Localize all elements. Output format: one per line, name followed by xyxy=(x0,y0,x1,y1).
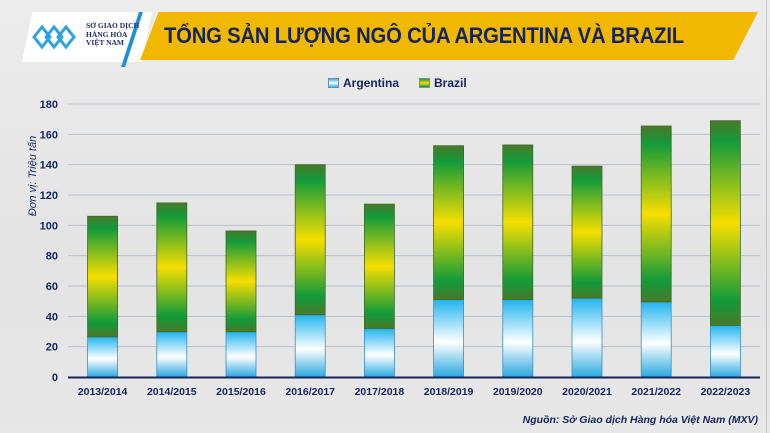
legend: Argentina Brazil xyxy=(328,76,467,90)
x-tick-label: 2014/2015 xyxy=(147,386,197,398)
x-tick-label: 2013/2014 xyxy=(78,386,128,398)
source-note: Nguồn: Sở Giao dịch Hàng hóa Việt Nam (M… xyxy=(522,414,758,426)
y-tick-label: 40 xyxy=(46,311,58,323)
x-tick-label: 2020/2021 xyxy=(562,386,612,398)
logo-line-3: VIỆT NAM xyxy=(86,38,124,47)
bar-argentina-2013-2014 xyxy=(87,336,118,378)
chart-title: TỔNG SẢN LƯỢNG NGÔ CỦA ARGENTINA VÀ BRAZ… xyxy=(164,23,684,48)
logo-line-2: HÀNG HÓA xyxy=(86,29,128,39)
bar-argentina-2014-2015 xyxy=(156,331,188,378)
legend-item-argentina: Argentina xyxy=(328,76,399,90)
bar-brazil-2017-2018 xyxy=(363,203,395,329)
y-tick-label: 180 xyxy=(40,99,58,111)
x-tick-label: 2018/2019 xyxy=(424,386,474,398)
legend-label-argentina: Argentina xyxy=(343,76,400,90)
bar-brazil-2013-2014 xyxy=(87,215,118,338)
y-tick-label: 140 xyxy=(40,160,58,172)
bar-argentina-2015-2016 xyxy=(225,331,257,378)
legend-swatch-argentina xyxy=(328,78,339,88)
bar-brazil-2019-2020 xyxy=(502,144,534,301)
y-tick-label: 120 xyxy=(40,190,58,202)
legend-item-brazil: Brazil xyxy=(419,76,467,90)
x-tick-label: 2017/2018 xyxy=(355,386,405,398)
y-tick-label: 80 xyxy=(46,251,58,263)
y-tick-label: 160 xyxy=(40,129,58,141)
y-tick-label: 0 xyxy=(52,372,58,384)
y-tick-label: 60 xyxy=(46,281,58,293)
bar-argentina-2021-2022 xyxy=(640,301,672,378)
bar-brazil-2022-2023 xyxy=(710,120,741,326)
bar-brazil-2016-2017 xyxy=(294,164,326,316)
bar-argentina-2018-2019 xyxy=(433,299,465,378)
bar-brazil-2014-2015 xyxy=(156,202,188,333)
logo-text: SỞ GIAO DỊCH HÀNG HÓA VIỆT NAM xyxy=(86,21,140,48)
bar-brazil-2021-2022 xyxy=(640,125,672,303)
bar-brazil-2015-2016 xyxy=(225,230,257,333)
title-band xyxy=(140,12,758,60)
bar-argentina-2017-2018 xyxy=(363,328,395,378)
legend-swatch-brazil xyxy=(419,78,431,88)
bar-argentina-2019-2020 xyxy=(502,299,534,378)
bar-argentina-2022-2023 xyxy=(710,325,741,378)
x-tick-label: 2019/2020 xyxy=(493,386,543,398)
bar-argentina-2016-2017 xyxy=(294,314,326,378)
y-tick-label: 20 xyxy=(46,342,58,354)
x-tick-label: 2021/2022 xyxy=(631,386,681,398)
bar-argentina-2020-2021 xyxy=(571,297,603,378)
y-tick-label: 100 xyxy=(40,220,58,232)
x-tick-label: 2016/2017 xyxy=(285,386,335,398)
legend-label-brazil: Brazil xyxy=(434,76,467,90)
bar-brazil-2020-2021 xyxy=(571,165,603,299)
bar-brazil-2018-2019 xyxy=(433,145,465,301)
x-tick-label: 2022/2023 xyxy=(701,386,751,398)
logo-line-1: SỞ GIAO DỊCH xyxy=(86,21,140,30)
x-tick-label: 2015/2016 xyxy=(216,386,266,398)
mxv-logo-icon xyxy=(32,24,76,50)
